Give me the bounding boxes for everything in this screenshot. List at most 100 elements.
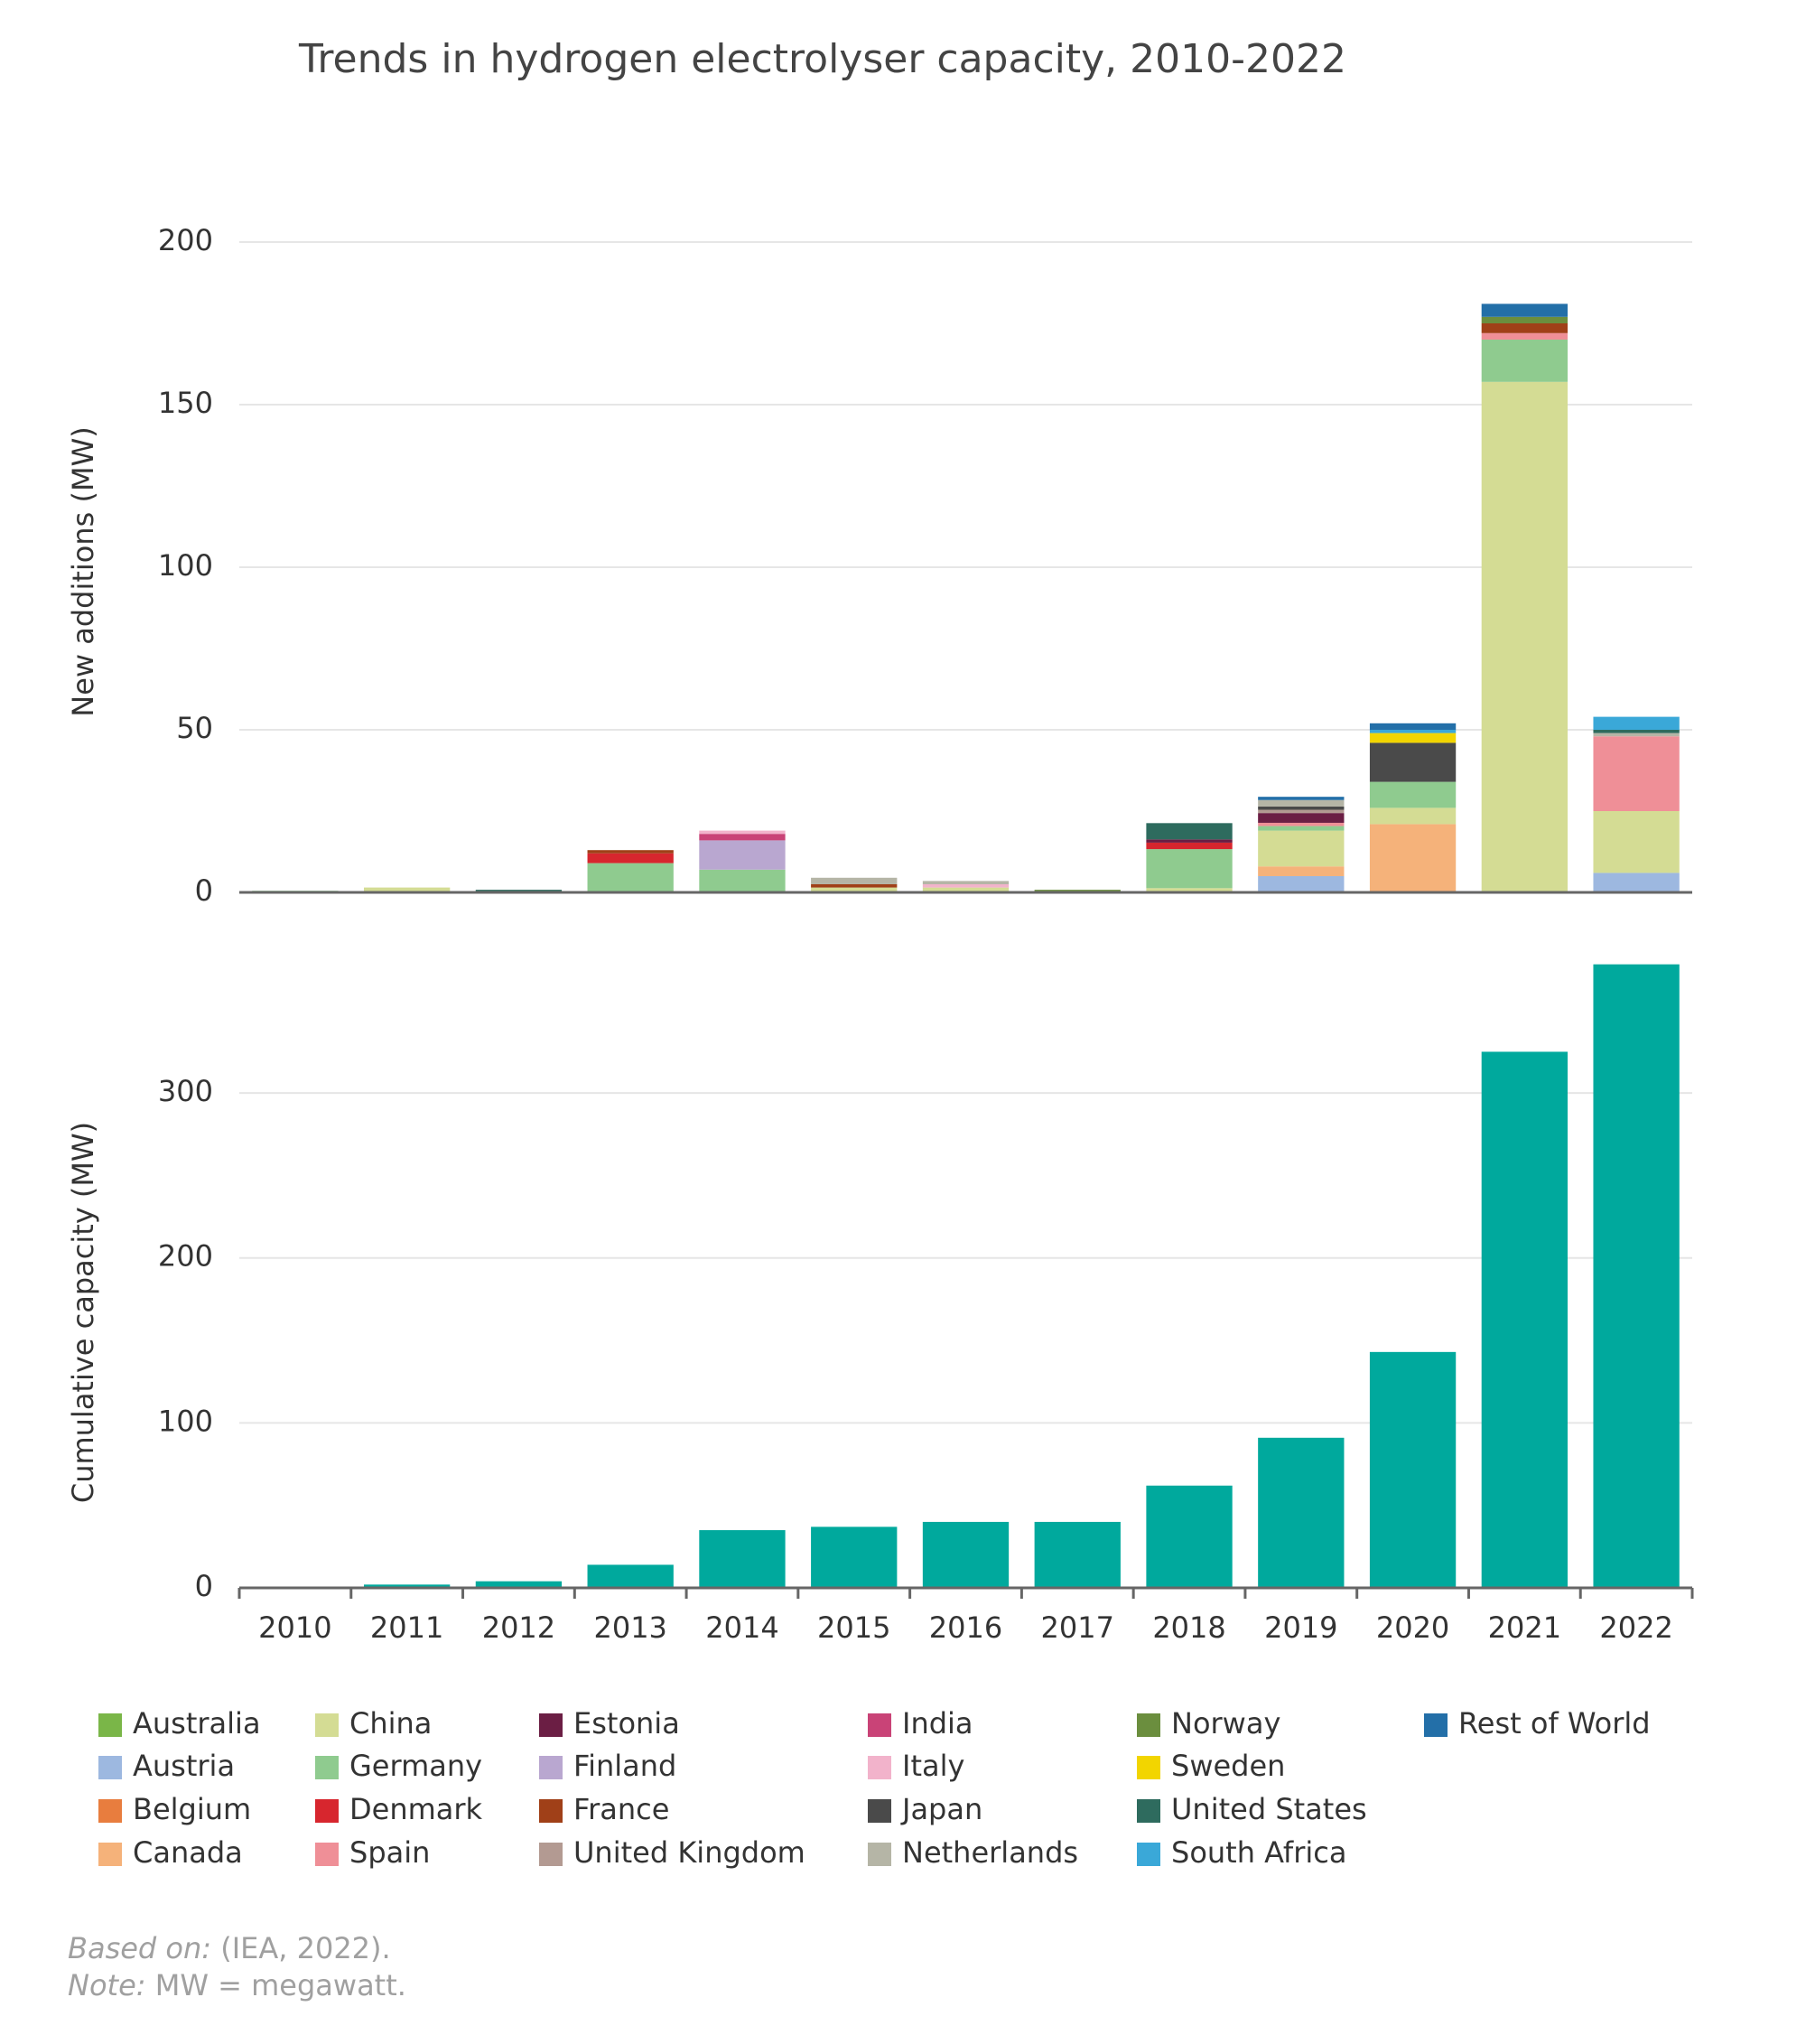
bar-segment — [1481, 381, 1568, 892]
y-axis-title: New additions (MW) — [66, 426, 100, 716]
bar — [1034, 1521, 1121, 1588]
bar-segment — [1369, 824, 1457, 892]
y-tick-label: 50 — [176, 711, 213, 745]
legend-label: Spain — [349, 1835, 430, 1870]
x-tick-label: 2010 — [258, 1610, 331, 1645]
bar-segment — [1258, 797, 1345, 800]
legend-swatch — [868, 1843, 891, 1866]
legend-label: Austria — [133, 1749, 235, 1783]
bar — [1593, 964, 1680, 1588]
legend-swatch — [98, 1799, 122, 1823]
bar-segment — [1481, 340, 1568, 382]
x-tick-label: 2022 — [1599, 1610, 1672, 1645]
bar-segment — [811, 884, 898, 888]
bar-segment — [1481, 316, 1568, 323]
legend-swatch — [98, 1713, 122, 1737]
legend-swatch — [1137, 1799, 1160, 1823]
y-tick-label: 150 — [158, 386, 213, 420]
x-tick-label: 2014 — [705, 1610, 778, 1645]
x-tick-label: 2018 — [1152, 1610, 1225, 1645]
x-tick-label: 2020 — [1376, 1610, 1449, 1645]
bar-segment — [587, 863, 674, 892]
legend-swatch — [539, 1713, 563, 1737]
y-tick-label: 200 — [158, 1239, 213, 1274]
bar-segment — [1593, 733, 1680, 737]
y-axis-title: Cumulative capacity (MW) — [66, 1122, 100, 1503]
x-tick-label: 2016 — [929, 1610, 1002, 1645]
y-tick-label: 100 — [158, 548, 213, 583]
legend-swatch — [539, 1799, 563, 1823]
legend-label: United States — [1171, 1792, 1367, 1826]
x-tick-label: 2011 — [370, 1610, 443, 1645]
bar-segment — [1369, 807, 1457, 825]
bar-segment — [1146, 849, 1233, 889]
legend-swatch — [315, 1799, 339, 1823]
y-tick-label: 0 — [195, 873, 213, 908]
bar-segment — [1146, 839, 1233, 843]
bar-segment — [1258, 826, 1345, 831]
bar — [364, 1584, 451, 1588]
legend-label: Norway — [1171, 1706, 1280, 1741]
legend-swatch — [98, 1843, 122, 1866]
source-label: Based on: — [68, 1931, 211, 1965]
bar-segment — [1481, 323, 1568, 333]
bar-segment — [587, 853, 674, 863]
legend-label: Sweden — [1171, 1749, 1285, 1783]
bar — [1369, 1351, 1457, 1588]
bar — [1258, 1437, 1345, 1588]
bar-segment — [922, 884, 1010, 888]
legend-label: Finland — [573, 1749, 676, 1783]
bar-segment — [1258, 809, 1345, 814]
x-tick-label: 2012 — [482, 1610, 555, 1645]
legend-swatch — [868, 1799, 891, 1823]
legend-swatch — [98, 1756, 122, 1779]
legend-label: Japan — [900, 1792, 982, 1826]
legend-label: United Kingdom — [573, 1835, 805, 1870]
bar-segment — [1369, 781, 1457, 808]
y-tick-label: 0 — [195, 1569, 213, 1603]
bar — [475, 1581, 563, 1588]
bar — [1146, 1485, 1233, 1588]
x-tick-label: 2015 — [817, 1610, 890, 1645]
legend-label: Italy — [902, 1749, 964, 1783]
bar-segment — [811, 887, 898, 892]
legend-label: Belgium — [133, 1792, 251, 1826]
bar-segment — [1369, 733, 1457, 743]
bar-segment — [1258, 866, 1345, 876]
legend-label: Estonia — [573, 1706, 680, 1741]
y-tick-label: 200 — [158, 223, 213, 257]
bar-segment — [922, 881, 1010, 884]
legend-swatch — [315, 1713, 339, 1737]
chart-title: Trends in hydrogen electrolyser capacity… — [298, 36, 1346, 82]
bar-segment — [699, 830, 786, 835]
bar — [811, 1526, 898, 1588]
legend-swatch — [539, 1843, 563, 1866]
legend-swatch — [1137, 1756, 1160, 1779]
bar-segment — [1593, 716, 1680, 730]
bar — [1481, 1051, 1568, 1588]
legend-label: France — [573, 1792, 669, 1826]
bar-segment — [1258, 813, 1345, 823]
bar-segment — [699, 834, 786, 841]
x-tick-label: 2021 — [1488, 1610, 1561, 1645]
bar-segment — [1258, 822, 1345, 826]
source-text: (IEA, 2022). — [220, 1931, 390, 1965]
legend-label: Canada — [133, 1835, 243, 1870]
legend-swatch — [868, 1756, 891, 1779]
legend-label: India — [902, 1706, 973, 1741]
bar-segment — [1593, 736, 1680, 811]
x-tick-label: 2017 — [1041, 1610, 1114, 1645]
legend-label: South Africa — [1171, 1835, 1346, 1870]
legend-swatch — [1424, 1713, 1448, 1737]
bar-segment — [1593, 811, 1680, 873]
bar-segment — [364, 887, 451, 892]
bar-segment — [1593, 873, 1680, 892]
bar-segment — [922, 887, 1010, 892]
bar-segment — [1369, 723, 1457, 730]
bar-segment — [1369, 742, 1457, 782]
bar-segment — [699, 840, 786, 870]
note-label: Note: — [68, 1968, 146, 2002]
bar-segment — [1593, 730, 1680, 733]
bar-segment — [1369, 730, 1457, 733]
